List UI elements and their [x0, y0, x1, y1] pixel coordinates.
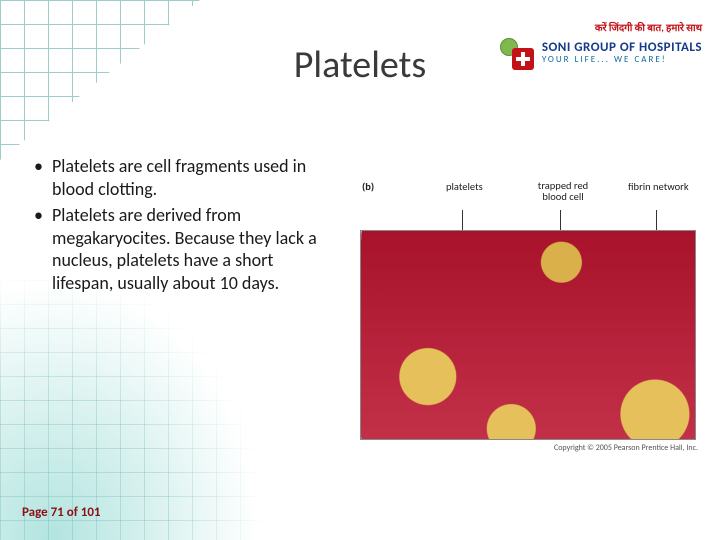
list-item: Platelets are derived from megakaryocite…: [28, 204, 338, 294]
background-grid-bottom-left: [0, 280, 260, 540]
figure-panel: (b) platelets trapped red blood cell fib…: [360, 180, 702, 453]
page-number: Page 71 of 101: [22, 505, 101, 520]
figure-label-trapped-rbc: trapped red blood cell: [528, 180, 598, 202]
figure-label-fibrin: fibrin network: [628, 180, 689, 193]
list-item: Platelets are cell fragments used in blo…: [28, 155, 338, 200]
leader-line: [656, 210, 657, 230]
leader-line: [462, 210, 463, 230]
figure-copyright: Copyright © 2005 Pearson Prentice Hall, …: [360, 443, 702, 453]
figure-leader-lines: [360, 210, 702, 230]
figure-label-platelets: platelets: [446, 180, 483, 193]
logo-hindi-tagline: करें जिंदगी की बात, हमारे साथ: [462, 20, 702, 34]
figure-micrograph: [360, 230, 696, 440]
figure-panel-letter: (b): [362, 180, 374, 193]
bullet-list: Platelets are cell fragments used in blo…: [28, 155, 338, 298]
leader-line: [560, 210, 561, 230]
slide-title: Platelets: [0, 42, 720, 88]
